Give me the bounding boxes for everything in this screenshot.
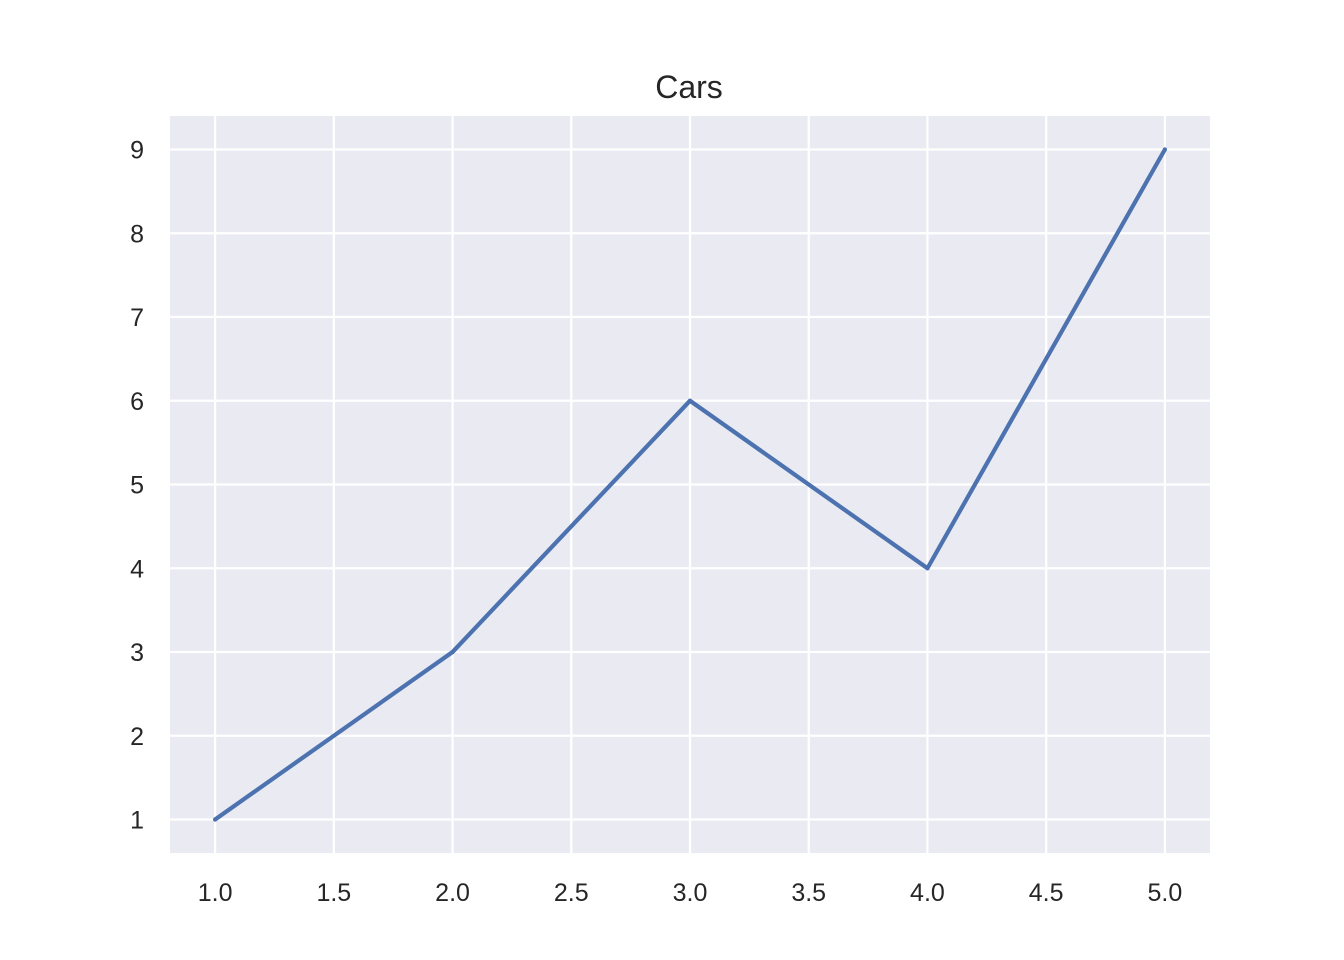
y-tick-label: 8	[130, 220, 144, 248]
y-tick-label: 2	[130, 723, 144, 751]
y-tick-label: 6	[130, 388, 144, 416]
data-point	[687, 398, 693, 403]
x-tick-label: 3.0	[673, 879, 708, 907]
data-point	[213, 817, 218, 822]
x-tick-label: 4.5	[1029, 879, 1064, 907]
y-tick-label: 1	[130, 807, 144, 835]
y-tick-label: 9	[130, 137, 144, 165]
y-tick-label: 7	[130, 304, 144, 332]
x-tick-label: 2.5	[554, 879, 589, 907]
data-point	[450, 649, 455, 655]
x-tick-label: 2.0	[435, 879, 470, 907]
chart-title: Cars	[655, 69, 723, 105]
x-tick-label: 5.0	[1148, 879, 1183, 907]
x-tick-label: 1.0	[198, 879, 233, 907]
data-point	[925, 566, 930, 571]
x-tick-labels: 1.0 1.5 2.0 2.5 3.0 3.5 4.0 4.5 5.0	[198, 879, 1183, 907]
series-layer	[213, 147, 1167, 822]
x-tick-label: 1.5	[316, 879, 351, 907]
x-tick-label: 3.5	[791, 879, 826, 907]
x-tick-label: 4.0	[910, 879, 945, 907]
y-tick-label: 3	[130, 639, 144, 667]
y-tick-label: 4	[130, 555, 144, 583]
y-tick-label: 5	[130, 472, 144, 500]
data-point	[1162, 147, 1167, 152]
y-tick-labels: 1 2 3 4 5 6 7 8 9	[130, 137, 144, 835]
